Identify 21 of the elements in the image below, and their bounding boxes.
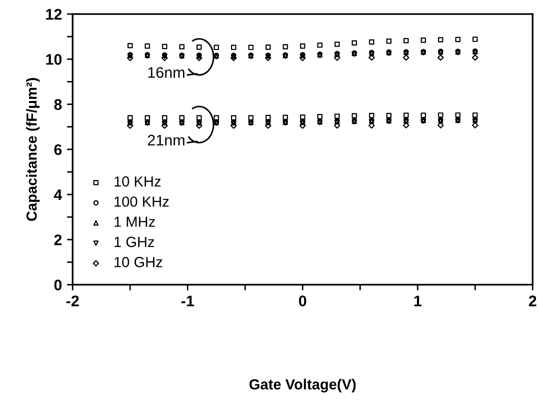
annotation: 16nm [148,67,184,78]
x-tick-label: 0 [298,296,306,306]
y-axis-title: Capacitance (fF/μm²) [26,78,40,221]
legend-label: 1 MHz [114,216,155,227]
x-tick-label: -1 [181,296,194,306]
legend-label: 10 KHz [114,176,161,187]
annotation: 21nm [148,134,184,146]
x-tick-label: 1 [414,296,422,306]
y-tick-label: 8 [54,99,62,110]
y-tick-label: 6 [54,144,62,156]
y-tick-label: 4 [54,190,62,200]
x-tick-label: -2 [66,296,79,306]
legend-label: 10 GHz [114,256,162,268]
legend-label: 100 KHz [114,196,169,207]
y-tick-label: 2 [54,234,62,246]
y-tick-label: 10 [46,54,62,65]
legend-label: 1 GHz [114,236,154,248]
x-axis-title: Gate Voltage(V) [249,378,356,392]
y-tick-label: 12 [46,8,62,20]
x-tick-label: 2 [528,296,536,306]
y-tick-label: 0 [54,280,62,290]
